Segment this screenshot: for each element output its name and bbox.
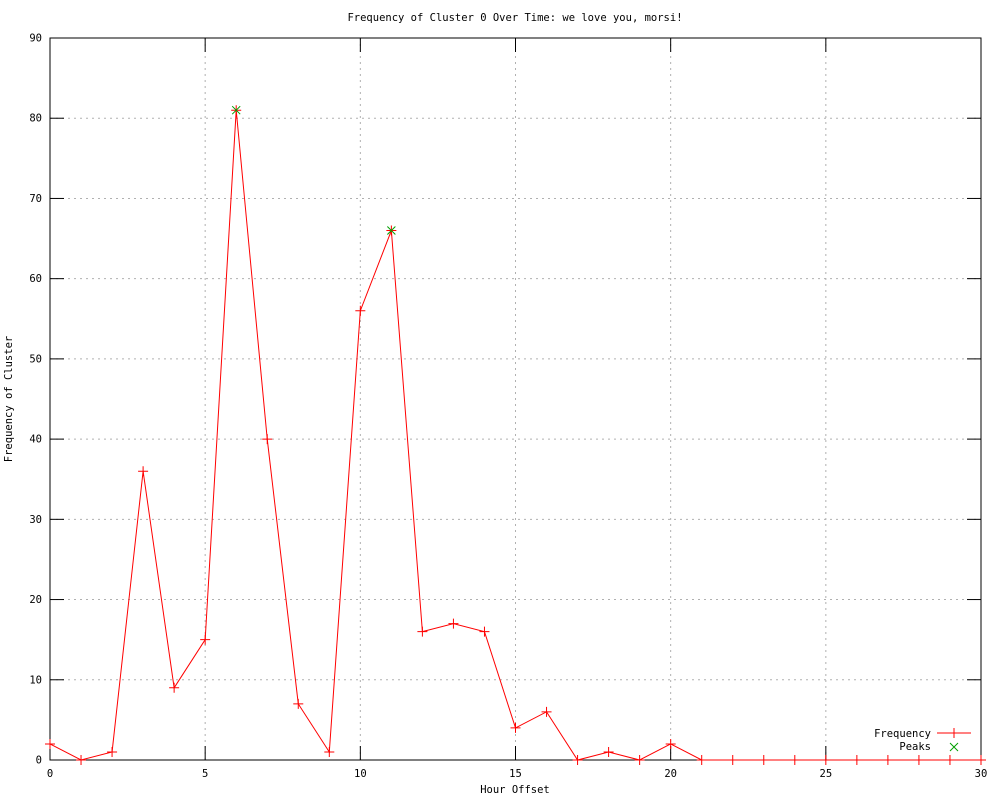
y-tick-label: 40: [29, 434, 42, 446]
x-tick-label: 0: [47, 768, 53, 780]
marker-plus-frequency: [76, 755, 87, 765]
marker-plus-frequency: [665, 738, 676, 749]
y-tick-label: 60: [29, 273, 42, 285]
marker-plus-frequency: [45, 738, 55, 749]
marker-plus-frequency: [324, 746, 335, 757]
marker-plus-frequency: [541, 706, 552, 717]
marker-plus-frequency: [479, 626, 490, 637]
marker-plus-frequency: [417, 626, 428, 637]
marker-plus-frequency: [882, 755, 893, 765]
marker-plus-frequency: [851, 755, 862, 765]
marker-plus-frequency: [820, 755, 831, 765]
legend-sample-marker-frequency: [949, 728, 959, 738]
marker-plus-frequency: [293, 698, 304, 709]
marker-plus-frequency: [603, 746, 614, 757]
marker-plus-frequency: [976, 755, 986, 765]
marker-plus-frequency: [634, 755, 645, 765]
series-layer: [45, 105, 986, 765]
marker-plus-frequency: [510, 722, 521, 733]
marker-plus-frequency: [696, 755, 707, 765]
marker-plus-frequency: [262, 434, 273, 445]
marker-plus-frequency: [727, 755, 738, 765]
y-tick-label: 0: [36, 755, 42, 767]
grid-layer: [50, 38, 981, 760]
legend-sample-marker-peaks: [949, 742, 959, 752]
x-axis-label: Hour Offset: [480, 784, 550, 796]
legend-label-frequency: Frequency: [874, 728, 931, 740]
axis-layer: 0 5 10 15 20 25 30 0 10 20 30 40 50 60 70 80 90: [29, 33, 987, 781]
y-tick-label: 90: [29, 33, 42, 45]
marker-plus-frequency: [913, 755, 924, 765]
marker-plus-frequency: [758, 755, 769, 765]
legend-layer: [937, 728, 971, 752]
legend-label-peaks: Peaks: [899, 741, 931, 753]
y-tick-label: 50: [29, 353, 42, 365]
x-tick-label: 10: [354, 768, 367, 780]
y-axis-label: Frequency of Cluster: [3, 336, 15, 462]
x-tick-label: 25: [820, 768, 833, 780]
chart-title: Frequency of Cluster 0 Over Time: we lov…: [347, 12, 682, 24]
y-tick-label: 30: [29, 514, 42, 526]
x-tick-label: 5: [202, 768, 208, 780]
marker-plus-frequency: [448, 618, 459, 629]
marker-plus-frequency: [107, 746, 118, 757]
marker-plus-frequency: [944, 755, 955, 765]
marker-cross-peaks: [231, 105, 241, 115]
x-tick-label: 15: [509, 768, 522, 780]
marker-cross-peaks: [387, 226, 396, 235]
y-tick-label: 20: [29, 594, 42, 606]
marker-plus-frequency: [169, 682, 180, 693]
marker-plus-frequency: [355, 305, 366, 316]
marker-plus-frequency: [138, 466, 149, 477]
y-tick-label: 80: [29, 113, 42, 125]
y-tick-label: 70: [29, 193, 42, 205]
marker-plus-frequency: [572, 755, 583, 765]
marker-plus-frequency: [789, 755, 800, 765]
x-tick-label: 30: [975, 768, 988, 780]
x-tick-label: 20: [664, 768, 677, 780]
y-tick-label: 10: [29, 674, 42, 686]
marker-plus-frequency: [200, 634, 211, 645]
